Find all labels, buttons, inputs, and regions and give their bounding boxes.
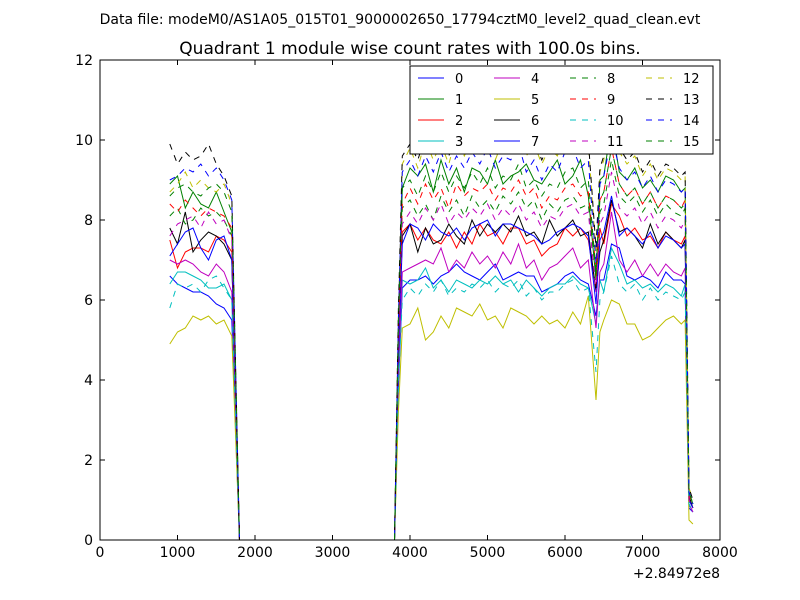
series-line-10 xyxy=(169,255,694,540)
legend-frame xyxy=(409,65,714,155)
legend-label-14: 14 xyxy=(683,114,700,129)
series-line-9 xyxy=(169,147,694,540)
legend-label-8: 8 xyxy=(607,72,615,87)
x-tick-label: 7000 xyxy=(625,545,661,561)
legend-label-7: 7 xyxy=(531,135,539,150)
series-layer xyxy=(169,99,694,540)
legend-label-6: 6 xyxy=(531,114,539,129)
chart-title: Quadrant 1 module wise count rates with … xyxy=(179,39,640,59)
legend-label-12: 12 xyxy=(683,72,700,87)
x-tick-label: 4000 xyxy=(392,545,428,561)
y-tick-label: 8 xyxy=(84,213,93,229)
x-tick-label: 8000 xyxy=(702,545,738,561)
legend-label-0: 0 xyxy=(455,72,463,87)
x-tick-label: 2000 xyxy=(237,545,273,561)
legend-label-11: 11 xyxy=(607,135,624,150)
x-tick-label: 6000 xyxy=(547,545,583,561)
y-tick-label: 6 xyxy=(84,293,93,309)
legend-label-10: 10 xyxy=(607,114,624,129)
series-line-3 xyxy=(169,246,694,540)
y-tick-label: 0 xyxy=(84,533,93,549)
y-tick-label: 2 xyxy=(84,453,93,469)
y-tick-label: 10 xyxy=(75,133,93,149)
x-tick-label: 0 xyxy=(96,545,105,561)
y-tick-label: 4 xyxy=(84,373,93,389)
legend-label-1: 1 xyxy=(455,93,463,108)
legend-label-3: 3 xyxy=(455,135,463,150)
x-offset-label: +2.84972e8 xyxy=(633,566,720,582)
legend-label-15: 15 xyxy=(683,135,700,150)
x-tick-label: 3000 xyxy=(315,545,351,561)
series-line-15 xyxy=(169,147,694,540)
series-line-7 xyxy=(169,195,694,540)
legend-label-5: 5 xyxy=(531,93,539,108)
x-tick-label: 1000 xyxy=(160,545,196,561)
series-line-0 xyxy=(169,243,694,540)
axes-layer: 0 1000 2000 3000 4000 5000 6000 7000 80000246810… xyxy=(75,53,738,561)
legend-label-4: 4 xyxy=(531,72,539,87)
data-file-header: Data file: modeM0/AS1A05_015T01_90000026… xyxy=(100,12,701,28)
series-line-1 xyxy=(169,123,694,540)
x-tick-label: 5000 xyxy=(470,545,506,561)
legend-label-2: 2 xyxy=(455,114,463,129)
y-tick-label: 12 xyxy=(75,53,93,69)
series-line-8 xyxy=(169,159,694,540)
legend-label-9: 9 xyxy=(607,93,615,108)
series-line-4 xyxy=(169,211,694,540)
legend-label-13: 13 xyxy=(683,93,700,108)
series-line-5 xyxy=(169,295,694,540)
